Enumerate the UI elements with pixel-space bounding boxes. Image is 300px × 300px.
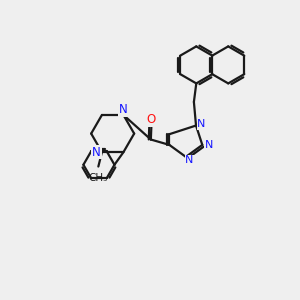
Text: N: N (185, 155, 194, 166)
Text: N: N (205, 140, 213, 150)
Text: N: N (197, 119, 206, 129)
Text: CH₃: CH₃ (89, 172, 108, 182)
Text: N: N (92, 146, 101, 159)
Text: O: O (147, 113, 156, 126)
Text: N: N (119, 103, 128, 116)
